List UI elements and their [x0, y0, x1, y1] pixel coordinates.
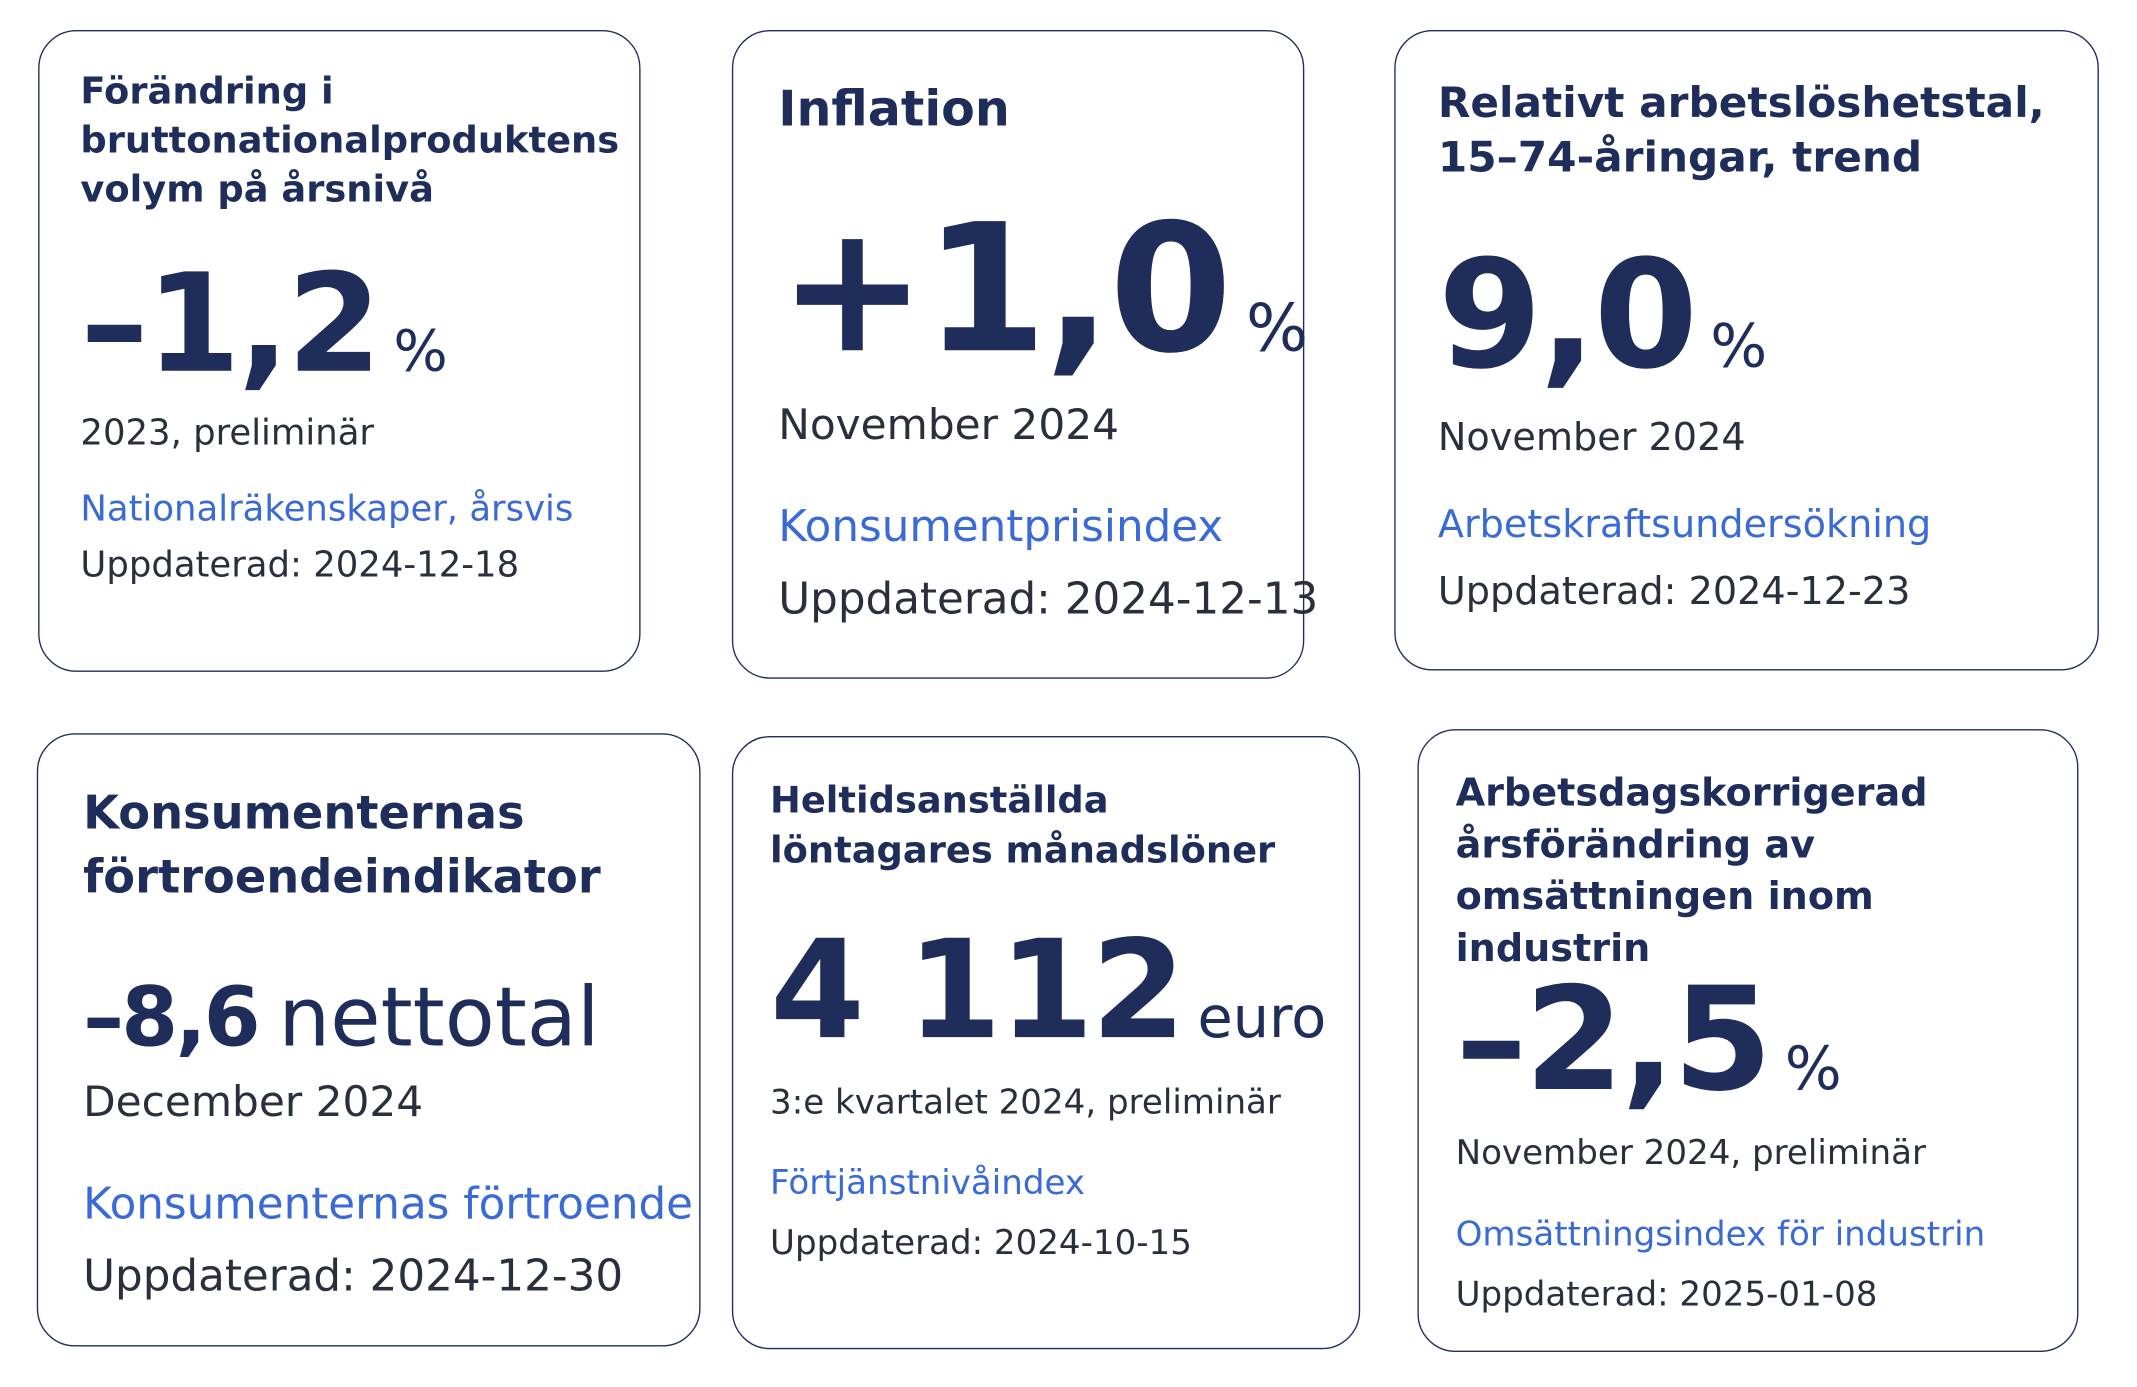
period: November 2024: [1437, 414, 1746, 460]
stat-unit: %: [1710, 312, 1768, 382]
value-row: –2,5%: [1456, 968, 1842, 1112]
updated-date: Uppdaterad: 2024-12-13: [778, 572, 1319, 625]
value-row: 9,0%: [1438, 240, 1767, 390]
period: 3:e kvartalet 2024, preliminär: [770, 1082, 1281, 1122]
period: November 2024: [778, 400, 1119, 450]
stat-unit: %: [393, 317, 448, 385]
card-title: Inflation: [778, 81, 1010, 138]
updated-date: Uppdaterad: 2024-12-18: [80, 545, 520, 587]
period: December 2024: [83, 1078, 424, 1128]
source-link[interactable]: Arbetskraftsundersökning: [1437, 501, 1932, 547]
period: November 2024, preliminär: [1455, 1132, 1926, 1173]
source-link[interactable]: Förtjänstnivåindex: [770, 1162, 1086, 1203]
source-link[interactable]: Nationalräkenskaper, årsvis: [80, 489, 574, 531]
stat-value: –2,5: [1455, 956, 1773, 1124]
stat-unit: euro: [1197, 984, 1327, 1051]
updated-date: Uppdaterad: 2024-10-15: [770, 1222, 1192, 1263]
stat-value: –8,6: [83, 970, 261, 1066]
stat-card: Förändring i bruttonationalproduktens vo…: [38, 29, 641, 672]
stat-value: 9,0: [1437, 227, 1698, 403]
source-link[interactable]: Omsättningsindex för industrin: [1455, 1214, 1986, 1254]
period: 2023, preliminär: [80, 412, 375, 454]
stat-card: Konsumenternas förtroendeindikator –8,6 ne…: [36, 733, 701, 1347]
value-row: 4 112 euro: [770, 922, 1327, 1059]
stat-card: Relativt arbetslöshetstal, 15–74-åringar…: [1394, 29, 2099, 671]
value-row: +1,0%: [778, 200, 1308, 377]
card-title: Förändring i bruttonationalproduktens vo…: [80, 70, 620, 212]
card-title: Heltidsanställda löntagares månadslöner: [770, 779, 1276, 873]
updated-date: Uppdaterad: 2024-12-30: [83, 1249, 624, 1302]
stat-unit: %: [1784, 1034, 1842, 1104]
card-title: Relativt arbetslöshetstal, 15–74-åringar…: [1437, 79, 2045, 183]
stat-card: Heltidsanställda löntagares månadslöner 4…: [731, 735, 1361, 1350]
stat-value: 4 112: [770, 910, 1186, 1070]
stat-value: +1,0: [778, 185, 1232, 393]
stat-unit: %: [1245, 290, 1309, 367]
card-title: Konsumenternas förtroendeindikator: [83, 786, 601, 905]
updated-date: Uppdaterad: 2024-12-23: [1437, 568, 1911, 614]
source-link[interactable]: Konsumenternas förtroende: [83, 1177, 693, 1230]
stat-unit: nettotal: [278, 970, 600, 1066]
stat-card: Inflation +1,0% November 2024 Konsumentpris…: [731, 29, 1318, 679]
value-row: –1,2%: [80, 256, 447, 392]
stat-card: Arbetsdagskorrigerad årsförändring av om…: [1417, 729, 2079, 1352]
source-link[interactable]: Konsumentprisindex: [778, 500, 1224, 552]
value-row: –8,6 nettotal: [83, 977, 599, 1059]
card-title: Arbetsdagskorrigerad årsförändring av om…: [1455, 770, 1928, 971]
updated-date: Uppdaterad: 2025-01-08: [1455, 1274, 1878, 1314]
stat-value: –1,2: [80, 243, 381, 404]
